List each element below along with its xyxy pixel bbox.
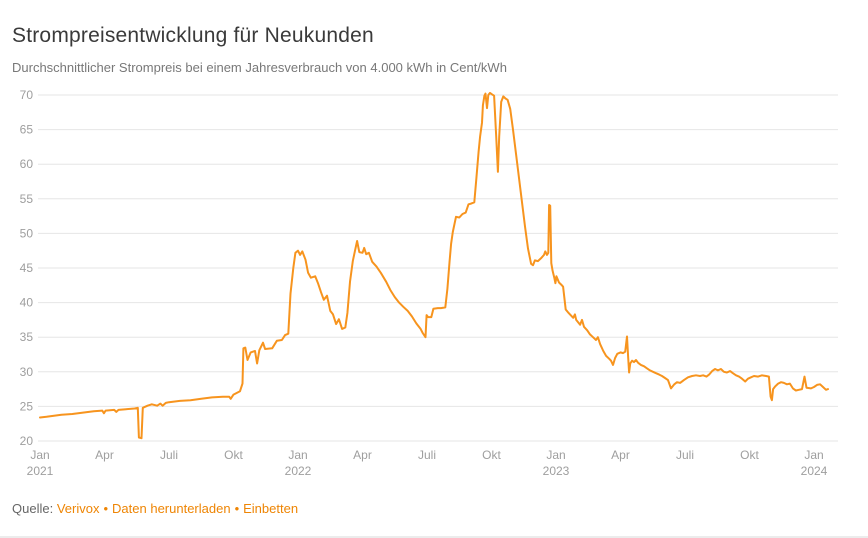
y-axis-label: 40 (20, 296, 34, 310)
y-axis-label: 70 (20, 88, 34, 102)
x-axis-year-label: 2024 (801, 464, 828, 478)
x-axis-label: Apr (353, 448, 372, 462)
y-axis-label: 50 (20, 226, 34, 240)
source-label: Quelle: (12, 501, 54, 516)
price-line-series[interactable] (39, 91, 829, 440)
x-axis-label: Jan (30, 448, 49, 462)
chart-header: Strompreisentwicklung für Neukunden Durc… (12, 24, 856, 75)
embed-link[interactable]: Einbetten (243, 501, 299, 516)
page-title: Strompreisentwicklung für Neukunden (12, 24, 374, 47)
x-axis-label: Okt (224, 448, 243, 462)
x-axis-year-label: 2022 (285, 464, 312, 478)
x-axis-year-label: 2021 (27, 464, 54, 478)
x-axis-label: Apr (611, 448, 630, 462)
footer-separator: • (103, 501, 109, 516)
price-chart-plot: 20 25 30 35 40 45 50 55 60 65 70 Jan 2021 Apr Juli Okt J… (20, 88, 838, 478)
y-axis-label: 45 (20, 261, 34, 275)
y-axis-label: 65 (20, 123, 34, 137)
y-axis-label: 20 (20, 434, 34, 448)
footer-separator: • (234, 501, 240, 516)
x-axis-label: Okt (740, 448, 759, 462)
bottom-divider (0, 536, 868, 538)
y-axis-label: 35 (20, 330, 34, 344)
x-axis-label: Jan (288, 448, 307, 462)
download-data-link[interactable]: Daten herunterladen (112, 501, 231, 516)
y-axis-label: 60 (20, 157, 34, 171)
x-axis-label: Juli (676, 448, 694, 462)
y-axis-label: 30 (20, 365, 34, 379)
x-axis-label: Juli (418, 448, 436, 462)
x-axis-label: Apr (95, 448, 114, 462)
y-axis-label: 25 (20, 399, 34, 413)
source-footer: Quelle: Verivox • Daten herunterladen • Einb… (12, 501, 298, 516)
x-axis-label: Jan (546, 448, 565, 462)
x-axis-label: Okt (482, 448, 501, 462)
source-link-verivox[interactable]: Verivox (56, 501, 100, 516)
x-axis-label: Jan (804, 448, 823, 462)
y-axis-label: 55 (20, 192, 34, 206)
page-subtitle: Durchschnittlicher Strompreis bei einem … (12, 60, 507, 75)
x-axis-label: Juli (160, 448, 178, 462)
x-axis-year-label: 2023 (543, 464, 570, 478)
